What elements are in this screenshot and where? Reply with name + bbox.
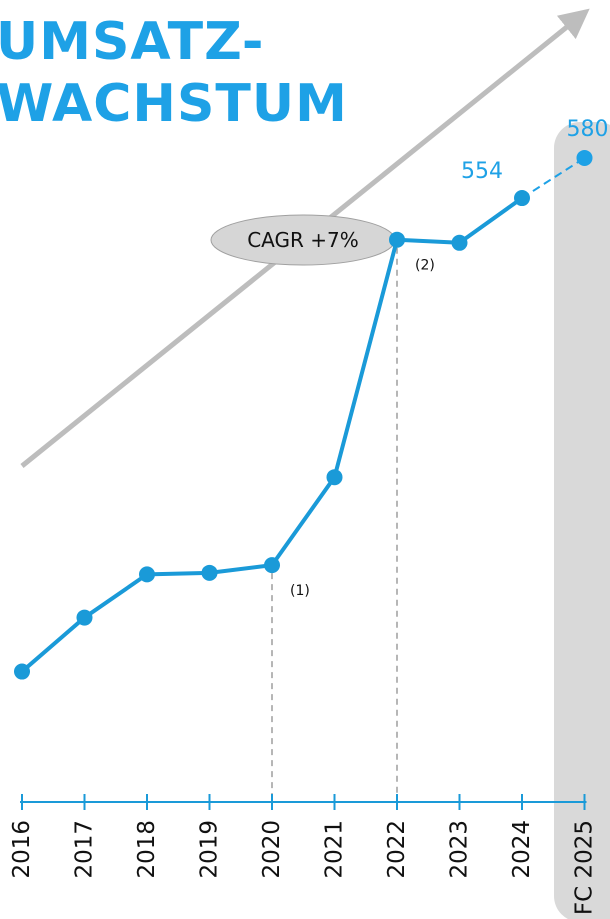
- data-point-2020: [264, 557, 280, 574]
- data-point-2024: [514, 190, 530, 207]
- data-point-2023: [451, 234, 468, 251]
- x-tick-label-2020: 2020: [259, 820, 285, 879]
- x-tick-label-2018: 2018: [134, 820, 160, 879]
- forecast-band: [554, 122, 610, 919]
- cagr-badge-label: CAGR +7%: [247, 228, 359, 252]
- x-tick-label-2017: 2017: [72, 820, 98, 879]
- x-tick-label-2016: 2016: [9, 820, 35, 879]
- x-tick-label-2021: 2021: [322, 820, 348, 879]
- data-point-2017: [76, 609, 93, 626]
- annotation-label-2022: (2): [415, 258, 435, 274]
- x-tick-label-2023: 2023: [447, 820, 473, 879]
- chart-title-line-2: WACHSTUM: [0, 74, 348, 134]
- data-point-2018: [139, 566, 155, 583]
- x-axis: 2016 2017 2018 2019 2020 2021 2022 2023 2024 FC 2…: [9, 794, 598, 915]
- annotation-lines: [271, 247, 398, 802]
- data-point-2019: [201, 564, 218, 581]
- data-point-fc-2025: [576, 149, 593, 166]
- data-point-2022: [389, 231, 405, 248]
- x-tick-label-2022: 2022: [384, 820, 410, 879]
- data-point-2021: [326, 469, 343, 486]
- chart-title-line-1: UMSATZ-: [0, 12, 264, 72]
- x-tick-label-fc-2025: FC 2025: [572, 820, 598, 915]
- data-labels: (1) (2) 554 580: [290, 117, 609, 599]
- annotation-label-2020: (1): [290, 583, 310, 599]
- data-label-2024: 554: [461, 159, 503, 184]
- x-tick-label-2024: 2024: [509, 820, 535, 879]
- data-point-2016: [14, 663, 30, 680]
- data-points: [14, 149, 593, 680]
- x-tick-label-2019: 2019: [197, 820, 223, 879]
- data-label-fc-2025: 580: [567, 117, 609, 142]
